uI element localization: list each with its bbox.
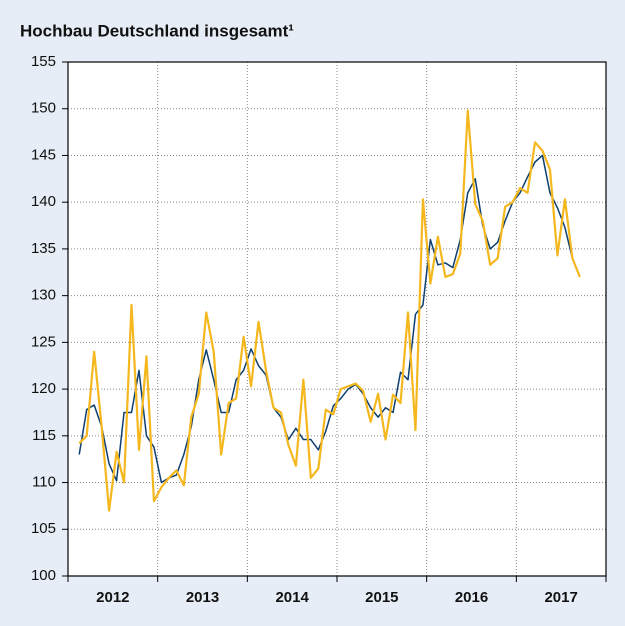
y-tick-label: 135	[31, 240, 56, 257]
series-line	[78, 109, 581, 512]
y-tick-label: 105	[31, 520, 56, 537]
y-tick-label: 145	[31, 146, 56, 163]
y-tick-label: 110	[32, 474, 56, 491]
chart-title: Hochbau Deutschland insgesamt¹	[20, 21, 294, 40]
x-tick-label: 2014	[275, 589, 309, 606]
plot-frame	[67, 61, 607, 577]
y-tick-label: 140	[31, 193, 56, 210]
y-tick-label: 100	[31, 567, 56, 584]
x-tick-label: 2017	[544, 589, 577, 606]
y-tick-label: 150	[31, 100, 56, 117]
plot-area	[68, 62, 606, 576]
y-tick-label: 155	[31, 53, 56, 70]
x-tick-label: 2012	[96, 589, 129, 606]
x-tick-label: 2016	[455, 589, 488, 606]
series-line	[78, 154, 574, 484]
x-tick-label: 2013	[186, 589, 219, 606]
y-tick-label: 120	[31, 380, 56, 397]
y-tick-label: 125	[31, 333, 56, 350]
y-tick-label: 130	[31, 287, 56, 304]
x-tick-label: 2015	[365, 589, 398, 606]
y-tick-label: 115	[32, 427, 56, 444]
